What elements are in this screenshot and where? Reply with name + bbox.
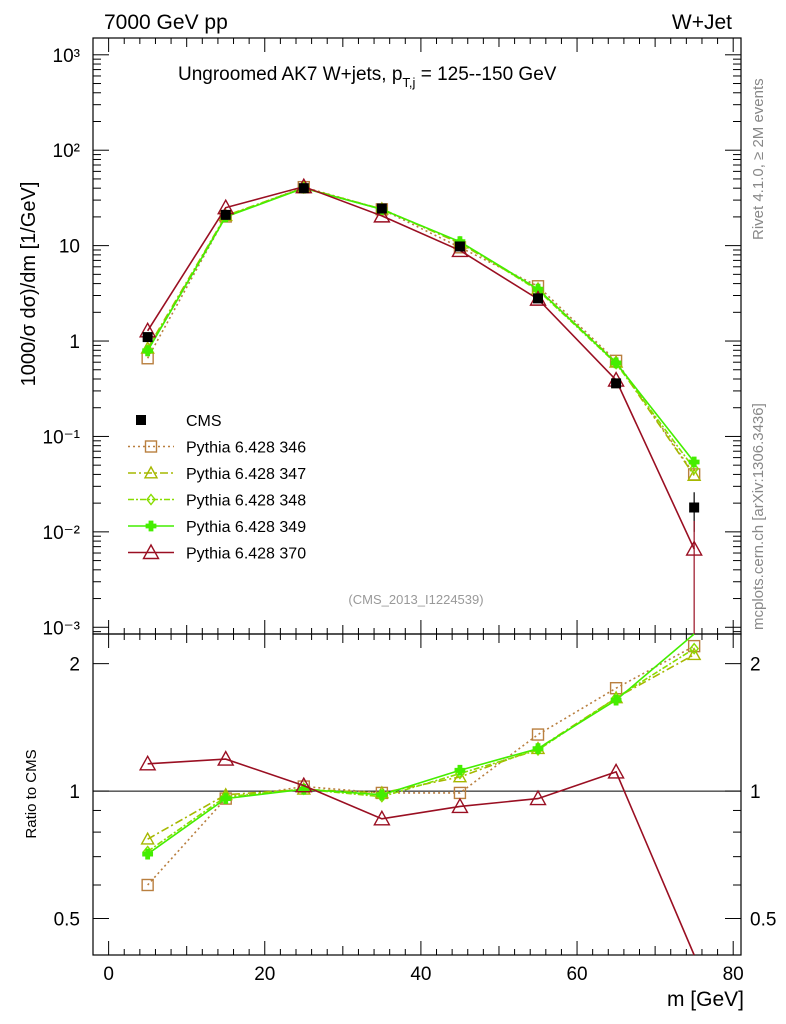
legend-label-1: Pythia 6.428 347 [186, 466, 306, 483]
series-point-3 [142, 345, 154, 357]
series-line-0 [146, 186, 695, 475]
series-point-3 [688, 456, 700, 468]
ratio-point-4 [451, 797, 469, 814]
data-point [142, 332, 153, 343]
energy-label: 7000 GeV pp [104, 11, 228, 34]
ratio-tick-label-left: 0.5 [54, 910, 80, 931]
ratio-point-4 [373, 809, 391, 826]
ratio-tick-label-right: 2 [750, 655, 761, 676]
ratio-point-4 [217, 750, 235, 766]
data-point [533, 293, 544, 304]
x-tick-label: 80 [723, 964, 744, 985]
ratio-plot-frame [92, 633, 742, 956]
legend-label-4: Pythia 6.428 370 [186, 546, 306, 563]
ratio-point-1 [140, 831, 155, 845]
y-tick-label: 10⁻¹ [43, 427, 81, 448]
legend-label-2: Pythia 6.428 348 [186, 493, 306, 510]
ratio-line-0 [147, 645, 695, 886]
data-point [454, 241, 465, 252]
ratio-point-0 [141, 878, 154, 892]
ratio-point-4 [295, 776, 313, 793]
ratio-point-2 [689, 642, 700, 655]
x-tick-label: 60 [566, 964, 587, 985]
mcplots-label: mcplots.cern.ch [arXiv:1306.3436] [750, 403, 767, 630]
rivet-label: Rivet 4.1.0, ≥ 2M events [750, 78, 767, 240]
title-tail: = 125--150 GeV [415, 64, 556, 85]
series-point-3 [532, 283, 544, 295]
series-point-3 [610, 357, 622, 369]
legend-marker-4 [142, 543, 160, 560]
ratio-point-4 [529, 789, 547, 806]
x-tick-label: 40 [410, 964, 431, 985]
data-point [611, 378, 622, 389]
series-point-1 [686, 468, 702, 481]
ratio-point-4 [138, 754, 157, 771]
y-tick-label: 10⁻² [43, 523, 81, 544]
legend-label-0: Pythia 6.428 346 [186, 440, 306, 457]
ratio-point-3 [454, 764, 466, 776]
y-tick-label: 10 [59, 237, 80, 258]
legend-label-data: CMS [186, 413, 222, 430]
y-axis-title: 1000/σ dσ)/dm [1/GeV] [18, 182, 40, 387]
x-tick-label: 20 [254, 964, 275, 985]
analysis-id: (CMS_2013_I1224539) [348, 592, 483, 607]
series-point-2 [689, 462, 700, 475]
ratio-line-4 [147, 758, 695, 956]
series-line-3 [146, 187, 695, 463]
y-tick-label: 10² [53, 141, 80, 162]
data-point [298, 183, 309, 194]
ratio-tick-label-left: 1 [69, 782, 80, 803]
ratio-line-3 [147, 633, 695, 855]
ratio-tick-label-left: 2 [69, 655, 80, 676]
ratio-point-0 [531, 728, 545, 741]
ratio-point-3 [610, 694, 622, 706]
x-axis-title: m [GeV] [667, 988, 744, 1011]
legend-marker-0 [144, 440, 158, 453]
series-line-1 [146, 186, 695, 476]
legend-marker-3 [145, 520, 157, 532]
title-main: Ungroomed AK7 W+jets, p [178, 64, 402, 85]
ratio-tick-label-right: 1 [750, 782, 761, 803]
ratio-point-3 [532, 743, 544, 754]
data-point [689, 502, 700, 513]
legend-marker-2 [146, 493, 156, 506]
legend-marker-data [136, 415, 146, 425]
ratio-point-3 [142, 848, 154, 860]
data-point [376, 203, 387, 214]
process-label: W+Jet [672, 11, 732, 34]
series-line-2 [146, 187, 695, 470]
legend-marker-1 [143, 465, 159, 479]
x-tick-label: 0 [103, 964, 114, 985]
legend-label-3: Pythia 6.428 349 [186, 519, 306, 536]
series-line-4 [146, 185, 695, 550]
ratio-tick-label-right: 0.5 [750, 910, 776, 931]
ratio-point-1 [452, 769, 468, 783]
ratio-point-3 [220, 793, 232, 804]
y-tick-label: 1 [69, 332, 80, 353]
ratio-point-4 [607, 762, 625, 779]
ratio-point-1 [686, 647, 702, 661]
y-tick-label: 10³ [53, 46, 80, 67]
ratio-point-3 [376, 789, 388, 801]
series-point-4 [373, 206, 391, 223]
title-sub: T,j [402, 75, 415, 90]
data-point [220, 209, 231, 220]
chart-title: Ungroomed AK7 W+jets, pT,j = 125--150 Ge… [178, 64, 557, 90]
y-tick-label: 10⁻³ [43, 618, 81, 639]
ratio-y-axis-title: Ratio to CMS [23, 749, 40, 838]
ratio-line-2 [147, 647, 695, 853]
ratio-point-0 [687, 639, 701, 653]
